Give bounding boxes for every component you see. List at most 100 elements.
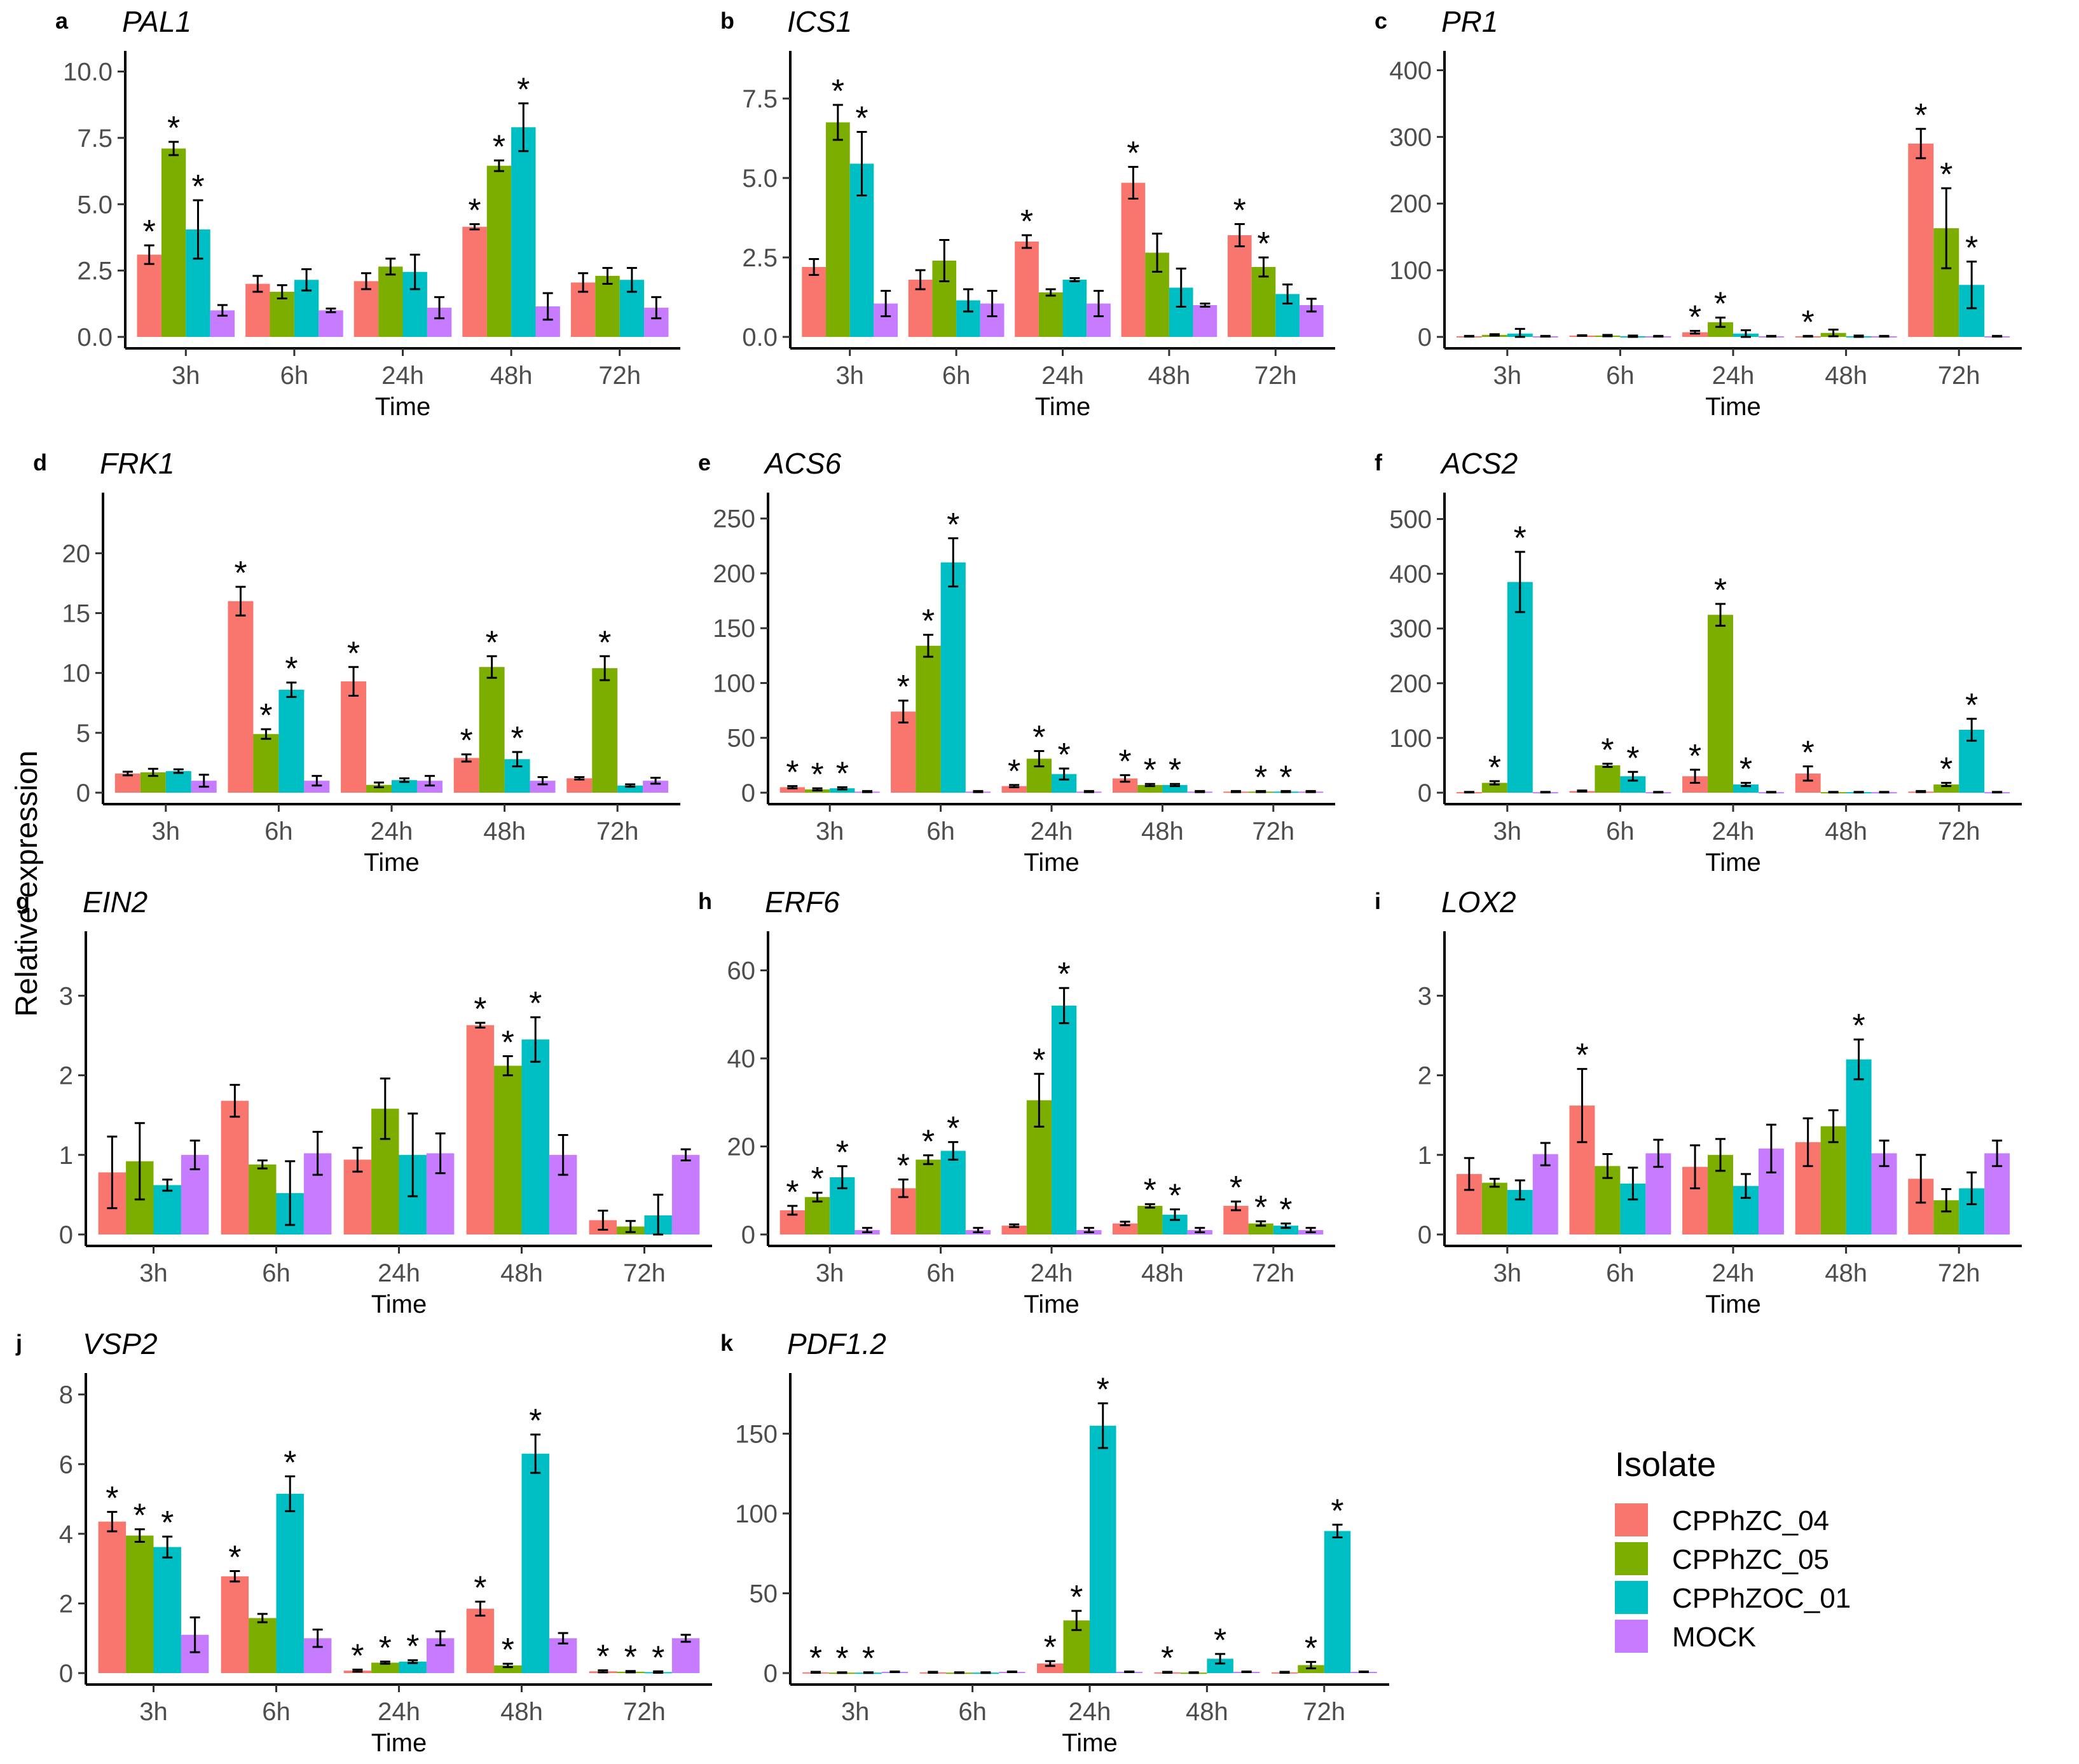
- bar: [462, 226, 487, 337]
- x-tick-label: 6h: [280, 362, 309, 390]
- significance-star: *: [922, 603, 935, 640]
- bar: [1273, 1226, 1299, 1234]
- x-tick-label: 48h: [500, 1259, 543, 1287]
- bar: [671, 1154, 700, 1234]
- bar: [453, 758, 479, 793]
- y-tick-label: 2: [59, 1590, 73, 1618]
- y-tick-label: 300: [1389, 123, 1432, 151]
- legend-item-cpphzoc-01: CPPhZOC_01: [1615, 1581, 1851, 1614]
- significance-star: *: [1689, 299, 1701, 336]
- significance-star: *: [1020, 203, 1033, 240]
- bar: [940, 1151, 966, 1234]
- bar: [98, 1521, 127, 1673]
- bar: [1207, 1658, 1233, 1673]
- significance-star: *: [1914, 97, 1927, 134]
- panel-letter: g: [16, 888, 30, 914]
- significance-star: *: [1802, 735, 1815, 772]
- significance-star: *: [502, 1025, 514, 1062]
- bar: [276, 1493, 304, 1673]
- gene-title: EIN2: [83, 885, 148, 919]
- bar: [161, 148, 186, 338]
- y-tick-label: 8: [59, 1381, 73, 1409]
- gene-title: ACS2: [1439, 447, 1518, 480]
- x-axis-title: Time: [375, 393, 430, 421]
- x-axis-title: Time: [1035, 393, 1090, 421]
- bar: [1137, 1205, 1163, 1234]
- bar: [1324, 1531, 1351, 1673]
- bar: [1137, 784, 1163, 793]
- bar: [153, 1185, 181, 1234]
- significance-star: *: [134, 1498, 146, 1535]
- x-axis-title: Time: [364, 849, 419, 877]
- x-tick-label: 72h: [598, 362, 641, 390]
- x-tick-label: 72h: [623, 1259, 666, 1287]
- significance-star: *: [1254, 1189, 1267, 1226]
- gene-title: ACS6: [763, 447, 842, 480]
- legend-title: Isolate: [1615, 1446, 1716, 1484]
- bar: [1708, 322, 1733, 337]
- x-tick-label: 48h: [490, 362, 533, 390]
- panel-h-erf6: h ERF6 0 20 40 60 3h * * * 6h * * * 24h * * 48h * * 72h * * * Ti…: [698, 885, 1335, 1318]
- significance-star: *: [167, 110, 180, 147]
- panel-c-pr1: c PR1 0 100 200 300 400 3h 6h 24h * * 48h * 72h * * * Time: [1375, 5, 2022, 421]
- significance-star: *: [1008, 753, 1020, 790]
- bar: [511, 127, 536, 338]
- y-axis-title: Relative expression: [10, 751, 44, 1017]
- bar: [1820, 1126, 1846, 1234]
- bar: [1193, 305, 1218, 337]
- y-tick-label: 40: [727, 1045, 756, 1073]
- significance-star: *: [1802, 304, 1815, 341]
- legend-swatch-cpphzoc-01: [1615, 1581, 1648, 1614]
- significance-star: *: [809, 1640, 822, 1677]
- x-tick-label: 24h: [1041, 362, 1084, 390]
- y-tick-label: 0: [741, 779, 755, 807]
- x-tick-label: 24h: [1712, 817, 1755, 845]
- y-tick-label: 0.0: [77, 324, 113, 352]
- significance-star: *: [1575, 1037, 1588, 1074]
- bar: [304, 781, 330, 793]
- bar: [916, 1159, 941, 1234]
- y-tick-label: 0: [1418, 1221, 1432, 1249]
- significance-star: *: [1233, 193, 1246, 229]
- bar: [1682, 332, 1708, 337]
- x-tick-label: 6h: [1606, 1259, 1635, 1287]
- bar: [228, 601, 254, 793]
- bar: [530, 781, 556, 793]
- significance-star: *: [1161, 1640, 1174, 1677]
- bar: [521, 1039, 549, 1234]
- x-axis-title: Time: [1024, 1290, 1079, 1318]
- bar: [1251, 267, 1276, 337]
- panel-j-vsp2: j VSP2 0 2 4 6 8 3h * * * 6h * * 24h * * * 48h * * * 72h * * * Tim…: [15, 1327, 712, 1757]
- significance-star: *: [1965, 687, 1978, 724]
- significance-star: *: [474, 1570, 486, 1607]
- x-tick-label: 6h: [262, 1698, 291, 1726]
- panel-letter: a: [55, 8, 69, 34]
- bar: [1015, 242, 1039, 337]
- panel-letter: j: [15, 1330, 22, 1356]
- significance-star: *: [1852, 1008, 1865, 1044]
- y-tick-label: 100: [1389, 257, 1432, 285]
- significance-star: *: [228, 1539, 241, 1576]
- x-tick-label: 6h: [926, 817, 955, 845]
- y-tick-label: 150: [713, 615, 755, 643]
- legend-item-mock: MOCK: [1615, 1620, 1756, 1653]
- y-tick-label: 15: [62, 600, 91, 628]
- significance-star: *: [347, 635, 360, 672]
- significance-star: *: [1057, 956, 1070, 993]
- y-tick-label: 0.0: [742, 324, 778, 352]
- significance-star: *: [1169, 752, 1181, 789]
- significance-star: *: [922, 1123, 935, 1160]
- bar: [1090, 1425, 1116, 1673]
- significance-star: *: [598, 624, 611, 661]
- bar: [153, 1547, 181, 1673]
- significance-star: *: [1279, 759, 1292, 796]
- y-tick-label: 50: [750, 1580, 778, 1608]
- significance-star: *: [1169, 1178, 1181, 1215]
- significance-star: *: [652, 1639, 664, 1676]
- gene-title: FRK1: [100, 447, 175, 480]
- significance-star: *: [1044, 1629, 1057, 1666]
- bar: [1708, 615, 1733, 793]
- bar: [466, 1025, 495, 1234]
- y-tick-label: 100: [713, 669, 755, 697]
- x-tick-label: 48h: [1825, 817, 1867, 845]
